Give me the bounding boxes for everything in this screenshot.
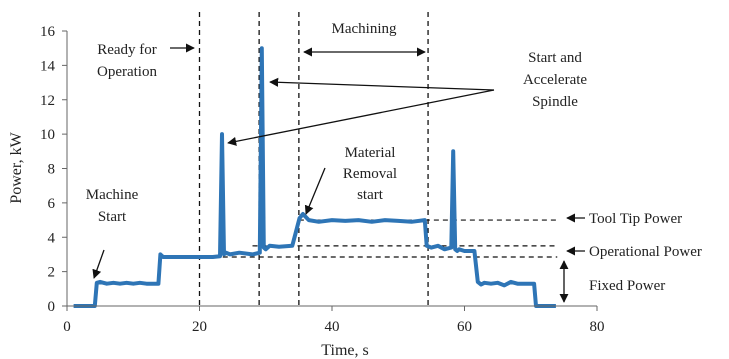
- annotation-machine-start-line2: Start: [98, 209, 127, 225]
- annotation-fixed-power: Fixed Power: [589, 278, 665, 294]
- y-tick-labels: 0 2 4 6 8 10 12 14 16: [40, 24, 67, 315]
- arrow-material: [304, 167, 326, 215]
- x-tick-label-0: 0: [63, 319, 71, 335]
- y-tick-label-2: 2: [48, 265, 56, 281]
- annotation-material-line1: Material: [345, 145, 396, 161]
- y-tick-label-14: 14: [40, 58, 56, 74]
- x-tick-label-20: 20: [192, 319, 207, 335]
- y-tick-label-6: 6: [48, 196, 56, 212]
- arrow-machine-start: [92, 249, 105, 279]
- x-axis-label: Time, s: [321, 342, 368, 359]
- annotation-spindle-line2: Accelerate: [523, 72, 587, 88]
- annotation-material-line3: start: [357, 187, 384, 203]
- annotations: Machine Start Ready for Operation Machin…: [86, 21, 702, 303]
- power-series-line: [73, 46, 556, 308]
- x-tick-label-60: 60: [457, 319, 472, 335]
- x-tick-labels: 0 20 40 60 80: [63, 306, 605, 335]
- y-tick-label-0: 0: [48, 299, 56, 315]
- annotation-ready-line1: Ready for: [97, 42, 157, 58]
- series-layer: [73, 46, 556, 308]
- annotation-machining: Machining: [332, 21, 397, 37]
- y-tick-label-8: 8: [48, 162, 56, 178]
- annotation-spindle-line3: Spindle: [532, 94, 578, 110]
- y-tick-label-10: 10: [40, 127, 55, 143]
- y-axis-label: Power, kW: [8, 131, 25, 203]
- arrow-spindle-1: [227, 89, 495, 146]
- y-tick-label-4: 4: [48, 230, 56, 246]
- annotation-machine-start-line1: Machine: [86, 187, 139, 203]
- y-tick-label-16: 16: [40, 24, 56, 40]
- x-tick-label-80: 80: [590, 319, 605, 335]
- arrow-spindle-2: [269, 77, 495, 91]
- annotation-spindle-line1: Start and: [528, 50, 582, 66]
- annotation-operational: Operational Power: [589, 244, 702, 260]
- x-tick-label-40: 40: [325, 319, 340, 335]
- annotation-ready-line2: Operation: [97, 64, 157, 80]
- annotation-material-line2: Removal: [343, 166, 397, 182]
- annotation-tool-tip: Tool Tip Power: [589, 211, 682, 227]
- y-tick-label-12: 12: [40, 93, 55, 109]
